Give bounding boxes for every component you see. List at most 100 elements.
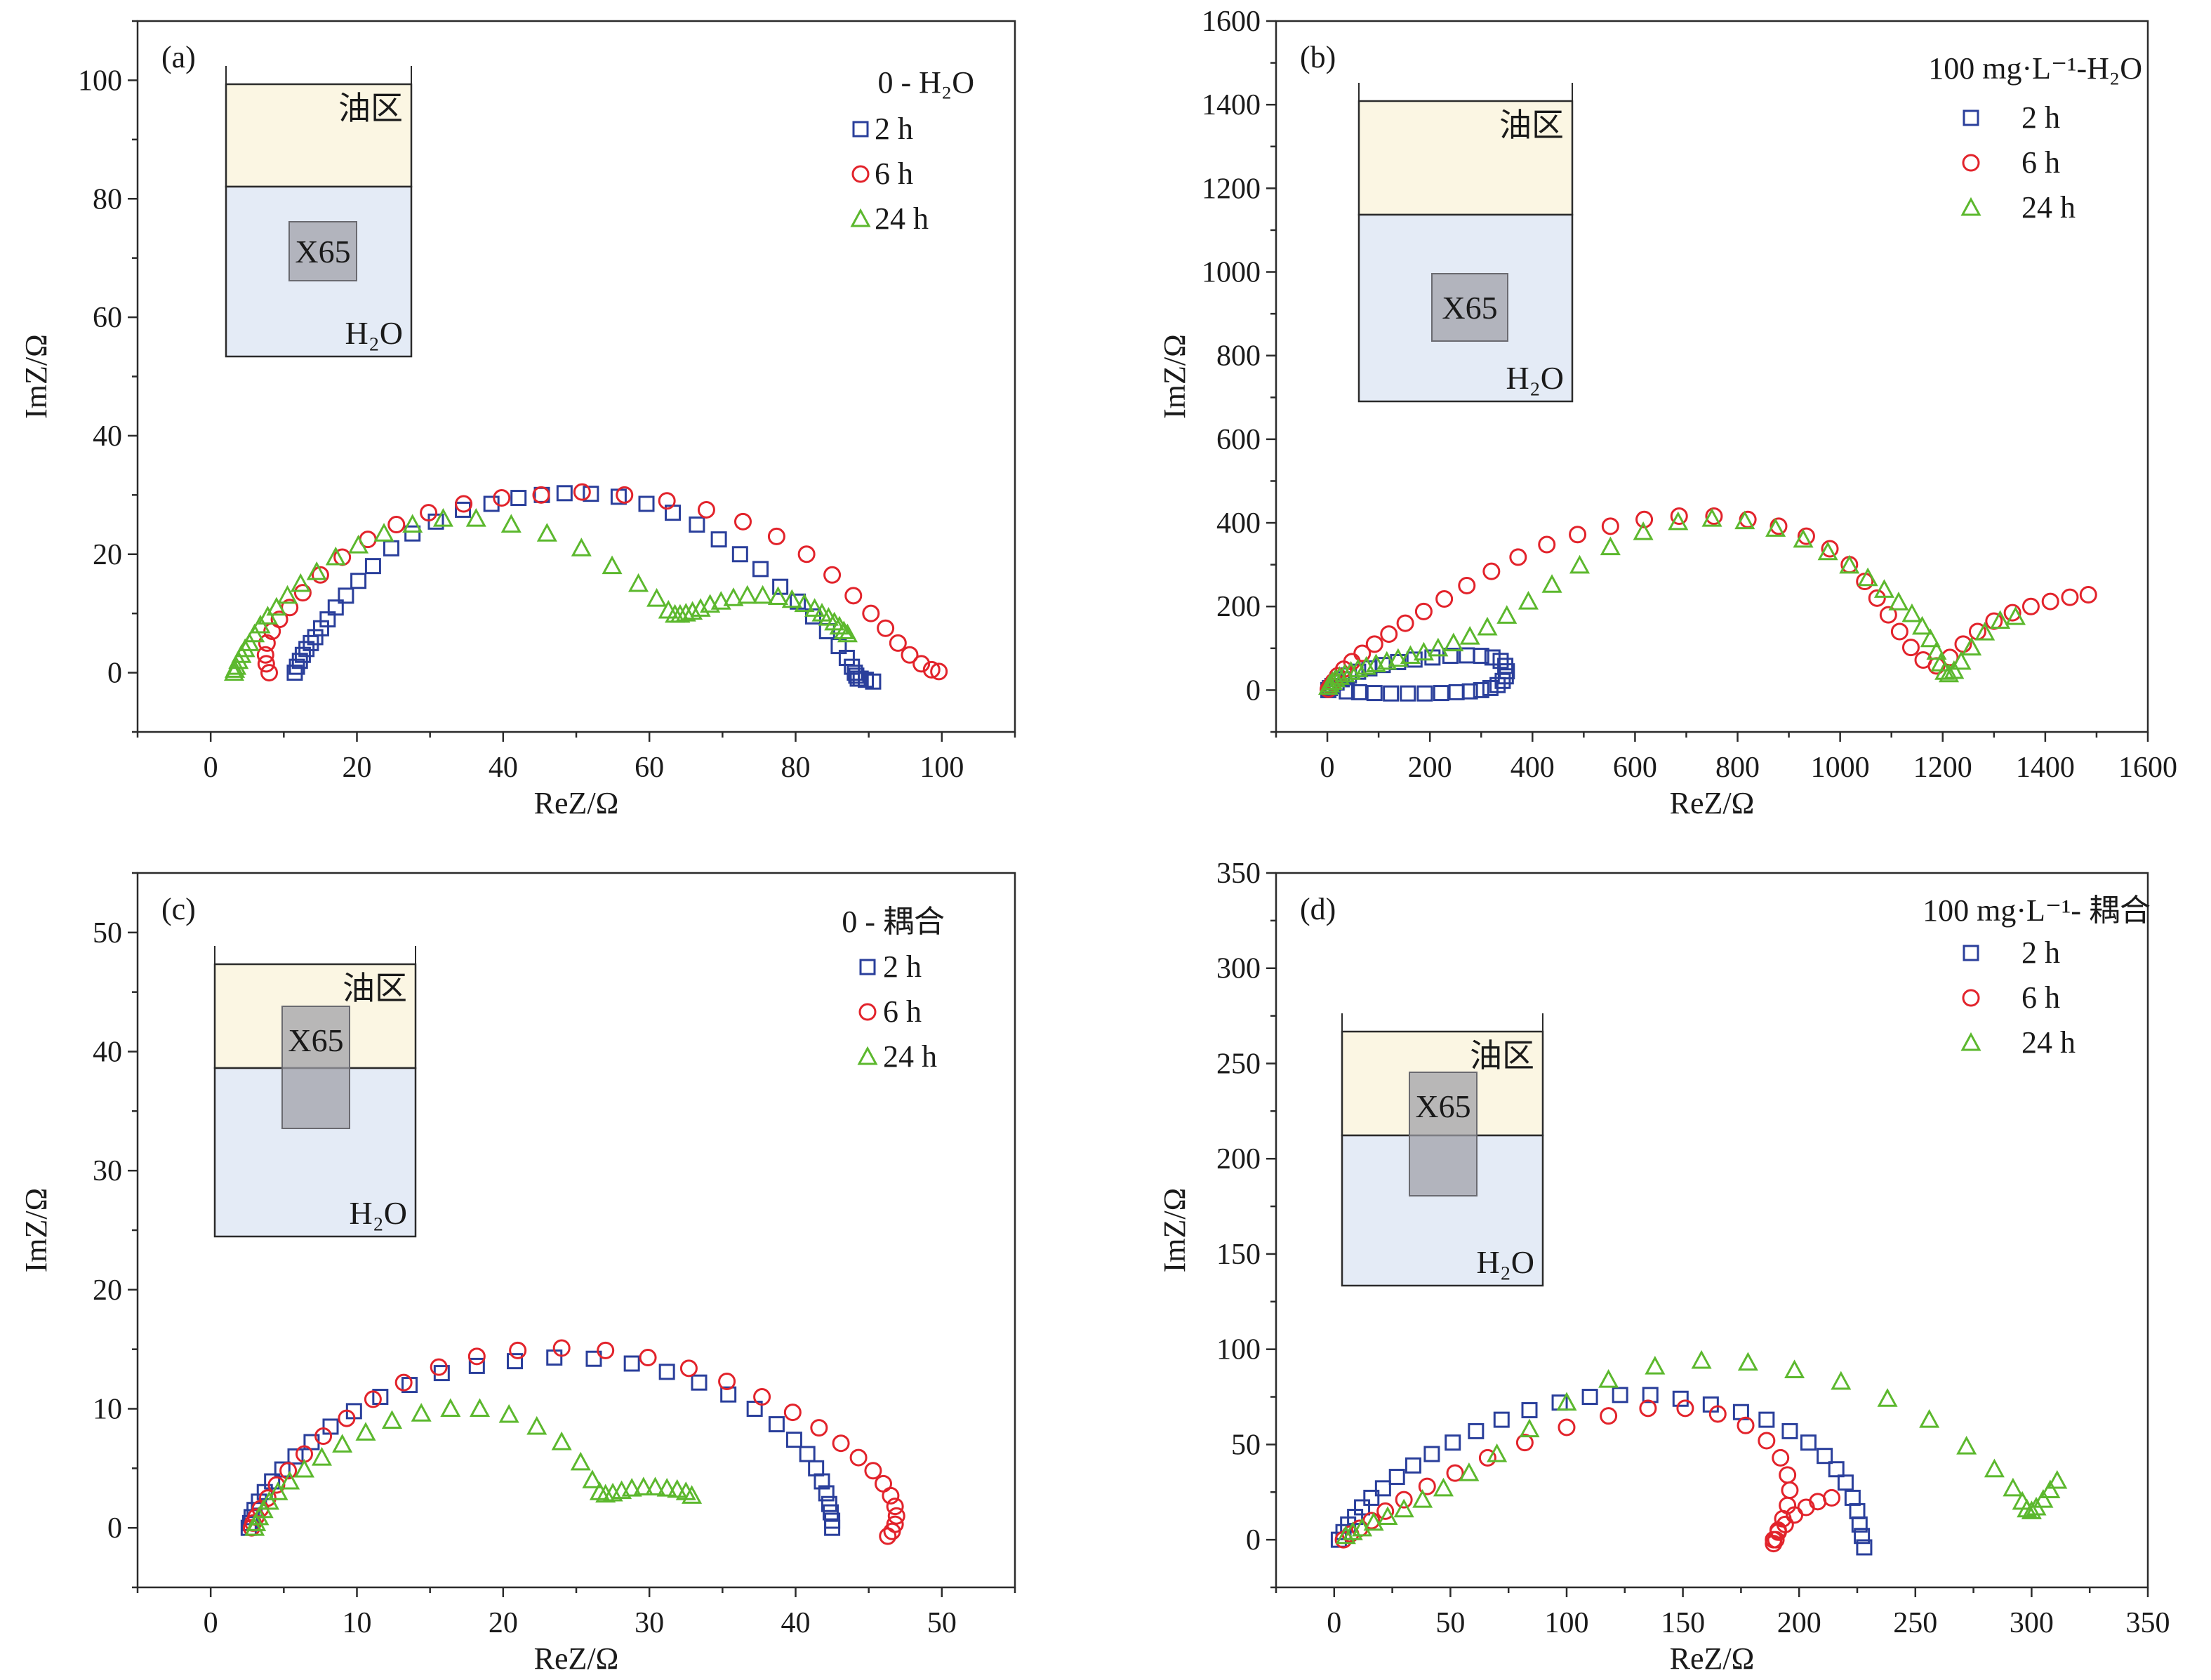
series-24h	[1317, 507, 2026, 695]
data-point-circle	[783, 1404, 802, 1422]
data-point-triangle	[1342, 1521, 1363, 1540]
data-point-square	[1388, 1469, 1405, 1486]
data-point-square	[1817, 1448, 1833, 1465]
data-point-triangle	[710, 591, 731, 610]
data-point-circle	[832, 1434, 850, 1453]
data-point-triangle	[667, 1479, 688, 1498]
data-point-square	[556, 485, 573, 502]
data-point-triangle	[1926, 641, 1947, 660]
data-point-square	[585, 1350, 602, 1367]
data-point-circle	[597, 1341, 615, 1359]
data-point-triangle	[1734, 510, 1755, 530]
legend-title: 0 - 耦合	[842, 905, 945, 939]
y-tick-label: 0	[1246, 1524, 1261, 1556]
data-point-circle	[1569, 526, 1587, 544]
data-point-circle	[311, 566, 329, 584]
data-point-triangle	[277, 585, 298, 604]
oil-layer	[1357, 100, 1574, 216]
x-tick-label: 20	[343, 752, 372, 784]
data-point-triangle	[1433, 1477, 1454, 1497]
plot-frame	[1275, 20, 2149, 733]
data-point-circle	[270, 611, 288, 629]
data-point-circle	[1708, 1405, 1727, 1423]
data-point-square	[1484, 649, 1501, 666]
data-point-triangle	[551, 1431, 572, 1451]
data-point-triangle	[498, 1404, 519, 1423]
data-point-square	[1844, 1489, 1861, 1506]
data-point-circle	[1821, 540, 1839, 558]
data-point-square	[1837, 1474, 1854, 1491]
y-tick-label: 50	[93, 917, 122, 949]
data-point-circle	[1458, 576, 1476, 594]
legend-entry-label: 2 h	[875, 112, 913, 146]
data-point-square	[468, 1357, 485, 1374]
data-point-square	[1828, 1461, 1845, 1478]
data-point-circle	[1538, 535, 1556, 554]
data-point-square	[818, 1485, 835, 1502]
legend-marker-triangle	[1960, 196, 1981, 216]
panel-b: 0 200 400 600 800 1000 1200 1400 1600 0 200 400 600 8…	[1157, 6, 2177, 820]
legend-entry-label: 6 h	[875, 156, 913, 191]
data-point-square	[1856, 1539, 1873, 1556]
legend-marker-circle	[858, 1003, 877, 1021]
data-point-circle	[1515, 1434, 1534, 1452]
data-point-triangle	[1633, 521, 1654, 540]
data-point-square	[638, 495, 655, 512]
data-point-square	[814, 1473, 830, 1490]
y-tick-label: 40	[93, 1036, 122, 1069]
y-tick-label: 100	[78, 65, 122, 97]
data-point-triangle	[267, 1481, 288, 1500]
data-point-triangle	[306, 561, 327, 580]
data-point-square	[1416, 685, 1433, 702]
data-point-triangle	[571, 538, 592, 556]
data-point-circle	[1478, 1448, 1496, 1467]
data-point-square	[710, 531, 727, 548]
data-point-square	[746, 1401, 763, 1417]
data-point-circle	[1509, 548, 1527, 566]
data-point-circle	[1901, 639, 1920, 657]
data-point-triangle	[1901, 603, 1923, 622]
y-tick-label: 40	[93, 420, 122, 453]
panel-c: 0 10 20 30 40 50 0 10 20 30 40 50 ReZ/Ω ImZ/Ω (c) 油区X65…	[19, 872, 1016, 1676]
oil-zone-label: 油区	[338, 91, 403, 126]
data-point-triangle	[1944, 660, 1965, 679]
data-point-triangle	[311, 1446, 333, 1466]
legend: 100 mg·L⁻¹- 耦合 2 h 6 h 24 h	[1923, 893, 2151, 1060]
legend-entry-label: 2 h	[2021, 100, 2060, 135]
x-tick-label: 1200	[1913, 752, 1972, 784]
x-tick-label: 600	[1613, 752, 1657, 784]
data-point-triangle	[1325, 668, 1346, 688]
x-tick-label: 0	[204, 1607, 218, 1639]
data-point-square	[752, 561, 769, 578]
y-tick-label: 600	[1216, 424, 1261, 456]
data-point-circle	[1482, 562, 1501, 580]
data-point-circle	[767, 527, 785, 545]
legend-marker-circle	[1962, 154, 1980, 172]
data-point-circle	[2079, 586, 2097, 604]
data-point-circle	[1558, 1418, 1576, 1436]
data-point-circle	[1758, 1432, 1776, 1450]
data-point-circle	[1365, 635, 1383, 653]
legend-title: 100 mg·L⁻¹-H₂O	[1928, 51, 2142, 86]
data-point-triangle	[1984, 1458, 2005, 1478]
data-point-triangle	[1737, 1352, 1758, 1371]
data-point-triangle	[1839, 554, 1860, 574]
data-point-circle	[2003, 604, 2021, 622]
data-point-square	[287, 1448, 304, 1465]
data-point-circle	[532, 486, 550, 504]
data-point-square	[689, 516, 705, 533]
x-tick-label: 1000	[1811, 752, 1870, 784]
legend-marker-circle	[1962, 989, 1980, 1007]
data-point-circle	[883, 1522, 901, 1540]
data-point-triangle	[279, 1470, 300, 1490]
data-point-triangle	[781, 589, 802, 608]
data-point-triangle	[1413, 641, 1434, 661]
water-label: H₂O	[1477, 1244, 1534, 1280]
data-point-square	[1854, 1528, 1871, 1545]
data-point-triangle	[1598, 1368, 1619, 1388]
data-point-square	[691, 1374, 708, 1391]
x-tick-label: 1400	[2016, 752, 2075, 784]
data-point-circle	[797, 545, 816, 564]
water-label: H₂O	[350, 1195, 407, 1231]
